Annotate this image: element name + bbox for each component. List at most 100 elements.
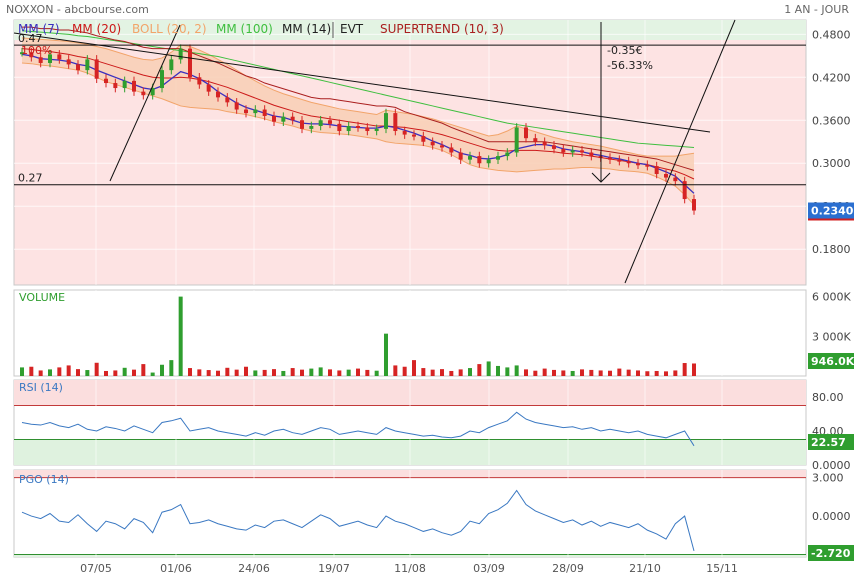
candle-body — [337, 123, 342, 132]
candle-body — [524, 127, 528, 139]
candle-body — [486, 159, 491, 164]
candle-body — [346, 126, 351, 132]
volume-bar — [393, 365, 398, 376]
rsi-line — [21, 411, 695, 447]
candle-body — [234, 102, 239, 110]
candle-body — [20, 52, 24, 55]
candle-body — [477, 156, 482, 164]
volume-bar — [76, 369, 80, 376]
legend-item: MM (14) — [282, 22, 331, 36]
price-last-badge — [808, 202, 854, 219]
volume-y-tick: 3 000K — [812, 330, 851, 343]
candle-body — [505, 152, 510, 157]
candle-body — [225, 97, 230, 103]
candle-body — [589, 152, 594, 157]
candle-body — [57, 54, 62, 60]
volume-title: VOLUME — [19, 291, 65, 304]
volume-bar — [225, 367, 230, 376]
rsi-title: RSI (14) — [19, 381, 63, 394]
volume-bar — [692, 363, 696, 376]
candle-body — [328, 120, 332, 124]
price-y-tick: 0.1800 — [812, 243, 851, 256]
volume-bar — [169, 360, 174, 376]
volume-bar — [589, 369, 594, 376]
candle-body — [636, 163, 640, 166]
volume-bar — [178, 296, 183, 376]
legend-item: MM (20) — [72, 22, 121, 36]
volume-bar — [477, 364, 482, 376]
candle-body — [393, 113, 398, 132]
volume-bar — [458, 369, 463, 376]
volume-bar — [113, 370, 118, 376]
rsi-y-tick: 0.0000 — [812, 459, 851, 472]
volume-bar — [272, 369, 276, 376]
candle-body — [160, 70, 164, 89]
volume-bar — [122, 367, 127, 376]
candle-body — [178, 48, 183, 60]
period-selector[interactable]: 1 AN - JOUR — [784, 3, 849, 16]
reference-line-label: 0.27 — [18, 172, 43, 185]
candle-body — [94, 59, 99, 79]
candle-body — [608, 157, 612, 160]
mm100-line — [21, 30, 695, 148]
legend-item: EVT — [340, 22, 364, 36]
price-y-tick: 0.4800 — [812, 28, 851, 41]
candle-body — [253, 109, 258, 114]
candle-body — [48, 54, 52, 63]
candle-body — [38, 57, 43, 63]
x-tick-label: 03/09 — [473, 562, 505, 575]
volume-bar — [48, 369, 52, 376]
trendline-support-right — [624, 19, 736, 284]
volume-bar — [682, 363, 687, 376]
volume-bar — [561, 370, 566, 376]
pgo-line — [21, 489, 695, 551]
candle-body — [533, 138, 538, 142]
volume-bar — [514, 365, 519, 376]
candle-body — [440, 145, 444, 148]
volume-bar — [384, 333, 388, 376]
volume-bar — [486, 361, 491, 376]
price-last-value: 0.2340 — [811, 205, 854, 218]
volume-bar — [626, 369, 631, 376]
measure-value: -0.35€ — [607, 44, 642, 57]
x-tick-label: 11/08 — [394, 562, 426, 575]
candle-body — [197, 77, 202, 85]
volume-bar — [346, 369, 351, 376]
rsi-last-badge — [808, 434, 854, 450]
volume-bar — [505, 367, 510, 376]
volume-bar — [160, 364, 164, 376]
legend-item: SUPERTREND (10, 3) — [380, 22, 504, 36]
candle-body — [430, 141, 435, 146]
pgo-last-badge — [808, 545, 854, 561]
volume-bar — [318, 367, 323, 376]
candle-body — [561, 148, 566, 153]
candle-body — [570, 150, 575, 153]
volume-bar — [132, 369, 136, 376]
candle-body — [76, 64, 80, 71]
candle-body — [384, 113, 388, 129]
candle-body — [496, 156, 500, 160]
volume-bar — [141, 364, 146, 376]
volume-bar — [552, 369, 556, 376]
x-tick-label: 28/09 — [552, 562, 584, 575]
candle-body — [374, 128, 379, 132]
candle-body — [281, 116, 286, 122]
volume-bar — [309, 368, 314, 376]
volume-bar — [206, 370, 211, 376]
candle-body — [113, 83, 118, 89]
candle-body — [402, 131, 407, 135]
volume-bar — [430, 369, 435, 376]
volume-bar — [468, 368, 472, 376]
candle-body — [412, 134, 416, 137]
candle-body — [132, 80, 136, 92]
volume-bar — [580, 369, 584, 376]
candle-body — [216, 91, 220, 98]
pgo-y-tick: 0.0000 — [812, 510, 851, 523]
rsi-y-tick: 80.00 — [812, 391, 844, 404]
volume-bar — [440, 369, 444, 376]
volume-bar — [365, 369, 370, 376]
candle-body — [365, 127, 370, 132]
volume-bar — [337, 370, 342, 376]
volume-bar — [356, 368, 360, 376]
